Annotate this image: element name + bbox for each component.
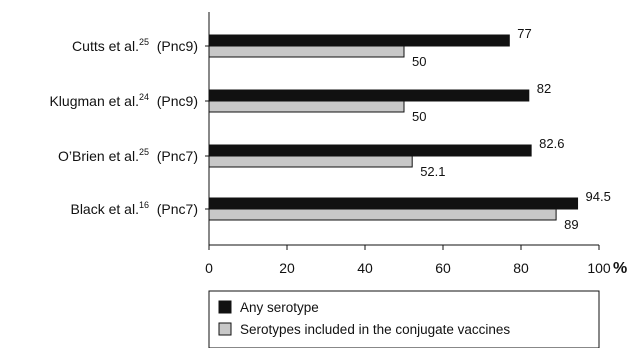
x-tick-label: 100 <box>587 260 611 276</box>
legend-swatch <box>218 300 232 314</box>
category-labels: Cutts et al.25 (Pnc9) Klugman et al.24 (P… <box>49 37 198 217</box>
bar-any-serotype <box>208 89 530 102</box>
legend-entry-label: Any serotype <box>240 300 319 315</box>
category-label: Black et al.16 (Pnc7) <box>70 200 198 217</box>
legend-box <box>208 290 600 348</box>
chart-bars: 77 50 82 50 82.6 52.1 94.5 89 <box>208 26 611 232</box>
bar-value-label: 82 <box>537 81 551 96</box>
legend-entry-label: Serotypes included in the conjugate vacc… <box>240 322 510 337</box>
legend: Any serotype Serotypes included in the co… <box>208 290 600 348</box>
bar-value-label: 50 <box>412 54 426 69</box>
bar-vaccine-serotypes <box>208 100 405 113</box>
bar-vaccine-serotypes <box>208 45 405 58</box>
bar-any-serotype <box>208 34 510 47</box>
bar-any-serotype <box>208 144 532 157</box>
bar-vaccine-serotypes <box>208 155 413 168</box>
bar-value-label: 89 <box>564 217 578 232</box>
bar-value-label: 52.1 <box>420 164 445 179</box>
category-label: Klugman et al.24 (Pnc9) <box>49 92 198 109</box>
x-tick-label: 60 <box>435 260 451 276</box>
bar-value-label: 77 <box>517 26 531 41</box>
bar-value-label: 50 <box>412 109 426 124</box>
x-tick-label: 40 <box>357 260 373 276</box>
x-axis-ticks: 0 20 40 60 80 100 <box>205 245 611 276</box>
bar-any-serotype <box>208 197 579 210</box>
x-tick-label: 20 <box>279 260 295 276</box>
x-tick-label: 80 <box>513 260 529 276</box>
category-label: Cutts et al.25 (Pnc9) <box>72 37 198 54</box>
legend-swatch <box>218 322 232 336</box>
category-label: O’Brien et al.25 (Pnc7) <box>58 147 198 164</box>
bar-value-label: 82.6 <box>539 136 564 151</box>
bar-value-label: 94.5 <box>586 189 611 204</box>
bar-vaccine-serotypes <box>208 208 557 221</box>
x-axis-unit: % <box>613 260 627 277</box>
x-tick-label: 0 <box>205 260 213 276</box>
